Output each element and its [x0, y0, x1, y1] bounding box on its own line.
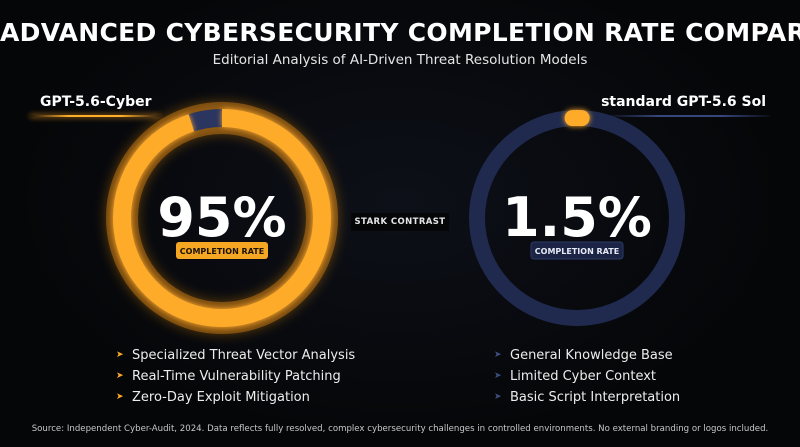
chevron-right-icon: ➤: [494, 392, 502, 402]
left-donut-value-arc: [113, 109, 331, 327]
right-model-underline: [610, 115, 770, 117]
right-completion-badge: [530, 241, 624, 260]
left-model-label: GPT-5.6-Cyber: [40, 94, 152, 110]
left-feature-list: ➤ Specialized Threat Vector Analysis ➤ Real…: [116, 345, 355, 408]
chevron-right-icon: ➤: [116, 371, 124, 381]
left-completion-badge: [176, 242, 268, 259]
left-donut-value-label: 95%: [157, 186, 286, 249]
left-feature-item: ➤ Zero-Day Exploit Mitigation: [116, 387, 355, 408]
chevron-right-icon: ➤: [116, 350, 124, 360]
right-completion-badge-text: COMPLETION RATE: [535, 247, 619, 256]
left-feature-item: ➤ Specialized Threat Vector Analysis: [116, 345, 355, 366]
right-feature-item: ➤ General Knowledge Base: [494, 345, 680, 366]
chevron-right-icon: ➤: [494, 350, 502, 360]
left-feature-text: Real-Time Vulnerability Patching: [132, 369, 341, 384]
page-title: ADVANCED CYBERSECURITY COMPLETION RATE C…: [0, 18, 800, 47]
chevron-right-icon: ➤: [494, 371, 502, 381]
right-model-label: standard GPT-5.6 Sol: [601, 94, 766, 110]
divider-label-text: STARK CONTRAST: [350, 213, 450, 231]
right-donut-value-arc: [469, 110, 685, 326]
right-donut-value-label: 1.5%: [502, 186, 652, 249]
right-feature-text: General Knowledge Base: [510, 348, 673, 363]
left-feature-text: Zero-Day Exploit Mitigation: [132, 390, 310, 405]
right-feature-text: Basic Script Interpretation: [510, 390, 681, 405]
right-feature-item: ➤ Basic Script Interpretation: [494, 387, 680, 408]
left-completion-badge-text: COMPLETION RATE: [180, 247, 264, 256]
left-feature-text: Specialized Threat Vector Analysis: [132, 348, 356, 363]
page-subtitle: Editorial Analysis of AI-Driven Threat R…: [212, 52, 588, 68]
source-footnote: Source: Independent Cyber-Audit, 2024. D…: [31, 424, 769, 434]
right-feature-list: ➤ General Knowledge Base ➤ Limited Cyber Co…: [494, 345, 680, 408]
divider-label: STARK CONTRAST: [0, 213, 800, 231]
left-model-underline: [30, 115, 160, 117]
right-feature-item: ➤ Limited Cyber Context: [494, 366, 680, 387]
chevron-right-icon: ➤: [116, 392, 124, 402]
right-feature-text: Limited Cyber Context: [510, 369, 657, 384]
left-feature-item: ➤ Real-Time Vulnerability Patching: [116, 366, 355, 387]
